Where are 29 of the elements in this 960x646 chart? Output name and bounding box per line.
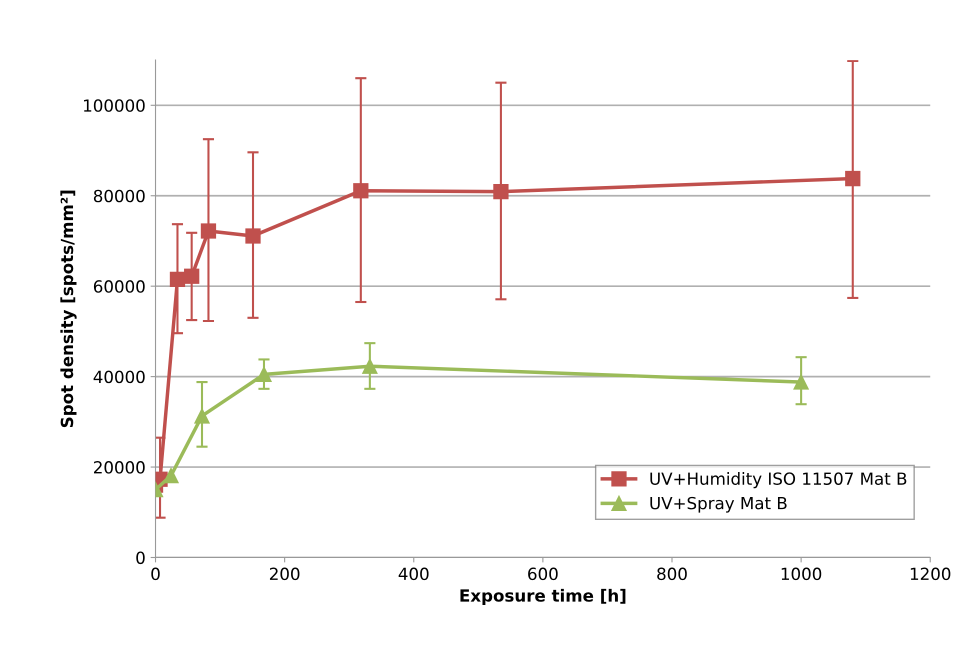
x-tick-label: 400 <box>398 568 429 580</box>
point <box>245 228 261 244</box>
legend-label: UV+Spray Mat B <box>650 496 787 513</box>
y-axis-title: Spot density [spots/mm²] <box>60 190 77 428</box>
x-tick-label: 600 <box>528 568 558 580</box>
point <box>353 183 368 198</box>
point <box>194 408 210 424</box>
point <box>493 184 509 200</box>
x-axis-title: Exposure time [h] <box>460 588 626 606</box>
y-tick-label: 20000 <box>94 461 145 474</box>
y-tick-label: 60000 <box>94 280 145 293</box>
y-tick-label: 100000 <box>84 99 145 112</box>
point <box>362 358 378 374</box>
x-tick-label: 0 <box>151 568 160 580</box>
legend-label: UV+Humidity ISO 11507 Mat B <box>650 472 906 488</box>
point <box>256 366 272 382</box>
y-tick-label: 80000 <box>94 190 145 202</box>
y-tick-label: 0 <box>136 551 145 564</box>
x-tick-label: 1000 <box>782 568 822 580</box>
point <box>793 374 809 390</box>
x-tick-label: 200 <box>270 568 300 580</box>
y-tick-label: 40000 <box>94 370 145 384</box>
point <box>845 170 860 186</box>
x-tick-label: 1200 <box>910 568 950 580</box>
point <box>163 468 179 484</box>
x-tick-label: 800 <box>657 568 687 580</box>
point <box>200 223 216 239</box>
point <box>170 272 186 288</box>
point <box>184 268 200 284</box>
